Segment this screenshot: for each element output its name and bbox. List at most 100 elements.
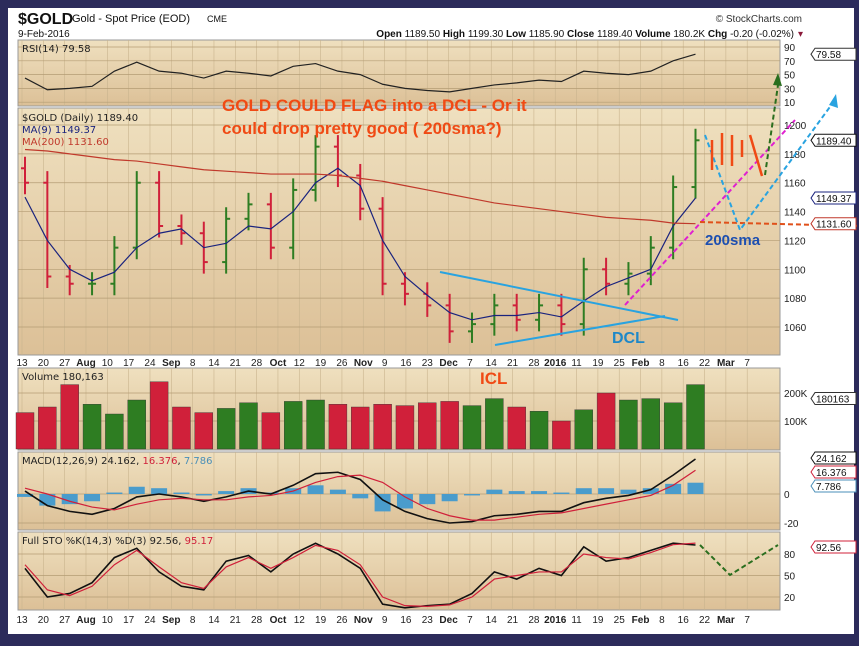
x-tick-label: 28 <box>528 615 540 626</box>
value-tag-box <box>810 191 857 205</box>
x-tick-label: 8 <box>659 358 665 369</box>
macd-signal-line <box>24 469 696 521</box>
macd-hist-bar <box>486 489 503 494</box>
instrument-name: Gold - Spot Price (EOD) <box>72 13 190 25</box>
rsi-line <box>24 53 696 93</box>
volume-bar <box>105 413 124 450</box>
price-tick: 1200 <box>784 121 807 132</box>
x-tick-label: 28 <box>528 358 540 369</box>
volume-bar <box>596 392 616 450</box>
volume-bar <box>552 420 571 450</box>
x-tick-label: 22 <box>699 358 711 369</box>
price-bar <box>110 236 119 296</box>
x-tick-label: 2016 <box>544 615 567 626</box>
x-tick-label: Feb <box>632 615 650 626</box>
volume-bar <box>38 406 57 450</box>
volume-bar <box>172 406 191 450</box>
chg-label: Chg <box>708 29 727 40</box>
quote-summary: Open 1189.50 High 1199.30 Low 1185.90 Cl… <box>376 29 803 40</box>
ma9-legend: MA(9) 1149.37 <box>22 125 96 136</box>
volume-bar <box>485 398 504 450</box>
price-bar <box>557 293 566 336</box>
macd-hist-bar <box>352 494 369 499</box>
volume-bar <box>239 402 258 450</box>
sto-title: Full STO %K(14,3) %D(3) 92.56, 95.17 <box>22 536 213 547</box>
macd-label: MACD(12,26,9) <box>22 456 98 467</box>
ma200-line <box>24 148 696 225</box>
volume-bar <box>328 404 348 450</box>
price-tick: 1120 <box>784 236 806 247</box>
value-tag-box <box>810 540 857 554</box>
x-tick-label: 20 <box>38 358 50 369</box>
sto-k-label: Full STO %K(14,3) %D(3) 92.56, <box>22 536 185 547</box>
x-tick-label: 19 <box>592 358 604 369</box>
macd-hist-bar <box>553 492 570 494</box>
x-tick-label: 19 <box>315 358 327 369</box>
svg-text:Open 1189.50 High 1199.30 Low: Open 1189.50 High 1199.30 Low 1185.90 Cl… <box>376 29 794 40</box>
x-tick-label: 7 <box>744 358 750 369</box>
x-tick-label: 23 <box>422 358 434 369</box>
x-tick-label: Sep <box>162 615 180 626</box>
x-tick-label: 12 <box>294 358 306 369</box>
triangle-upper-line <box>439 271 679 321</box>
value-tag-text: 1131.60 <box>816 220 852 231</box>
x-tick-label: Nov <box>354 615 373 626</box>
ma200-tag: 1131.60 <box>810 217 857 231</box>
macd-hist-bar <box>374 494 391 512</box>
x-tick-label: Dec <box>439 615 458 626</box>
low-label: Low <box>506 29 526 40</box>
macd-hist-bar <box>329 489 346 494</box>
macd-tick: 0 <box>784 490 790 501</box>
price-bar <box>602 257 611 296</box>
macd-hist-bar <box>441 494 458 502</box>
price-bar <box>378 197 387 296</box>
sto-projection-line <box>699 544 779 577</box>
volume-bar <box>127 399 146 450</box>
price-tick: 1100 <box>784 265 806 276</box>
volume-bar <box>149 381 169 450</box>
x-tick-label: 21 <box>230 615 242 626</box>
price-bar <box>490 293 499 336</box>
value-tag-text: 7.786 <box>816 482 841 493</box>
x-tick-label: Aug <box>76 615 95 626</box>
sto-tick: 50 <box>784 572 796 583</box>
macd-hist-value: 7.786 <box>184 456 213 467</box>
macd-hist-bar <box>598 488 615 494</box>
volume-bar <box>216 408 236 450</box>
volume-bar <box>574 409 593 450</box>
macd-hist-bar <box>575 488 592 494</box>
price-bar <box>21 156 29 195</box>
x-tick-label: 16 <box>678 615 690 626</box>
x-tick-label: 12 <box>294 615 306 626</box>
open-value: 1189.50 <box>405 29 441 40</box>
x-tick-label: 22 <box>699 615 711 626</box>
macd-line <box>24 458 696 524</box>
symbol: $GOLD <box>18 11 73 28</box>
x-tick-label: 26 <box>336 615 348 626</box>
value-tag-text: 92.56 <box>816 543 841 554</box>
x-tick-label: 8 <box>190 358 196 369</box>
rsi-tag: 79.58 <box>810 47 857 61</box>
x-tick-label: Feb <box>632 358 650 369</box>
value-tag-box <box>810 47 857 61</box>
rsi-tick: 10 <box>784 98 796 109</box>
volume-bar <box>194 412 214 450</box>
annotation-icl: ICL <box>480 369 507 388</box>
sto-k-line <box>24 542 696 609</box>
x-tick-label: Oct <box>270 615 287 626</box>
price-bar <box>88 272 97 296</box>
value-tag-box <box>810 479 857 493</box>
macd-hist-bar <box>39 494 56 506</box>
macd-hist-bar <box>17 494 33 497</box>
macd-signal-tag: 16.376 <box>810 465 857 479</box>
x-tick-label: Mar <box>717 358 735 369</box>
value-tag-box <box>810 451 857 465</box>
volume-bar <box>507 406 526 450</box>
price-bar <box>244 192 253 231</box>
x-tick-label: 26 <box>336 358 348 369</box>
volume-bar <box>82 404 102 450</box>
value-tag-text: 79.58 <box>816 50 841 61</box>
rsi-tick: 70 <box>784 57 796 68</box>
value-tag-text: 1189.40 <box>816 136 852 147</box>
x-tick-label: 21 <box>230 358 242 369</box>
